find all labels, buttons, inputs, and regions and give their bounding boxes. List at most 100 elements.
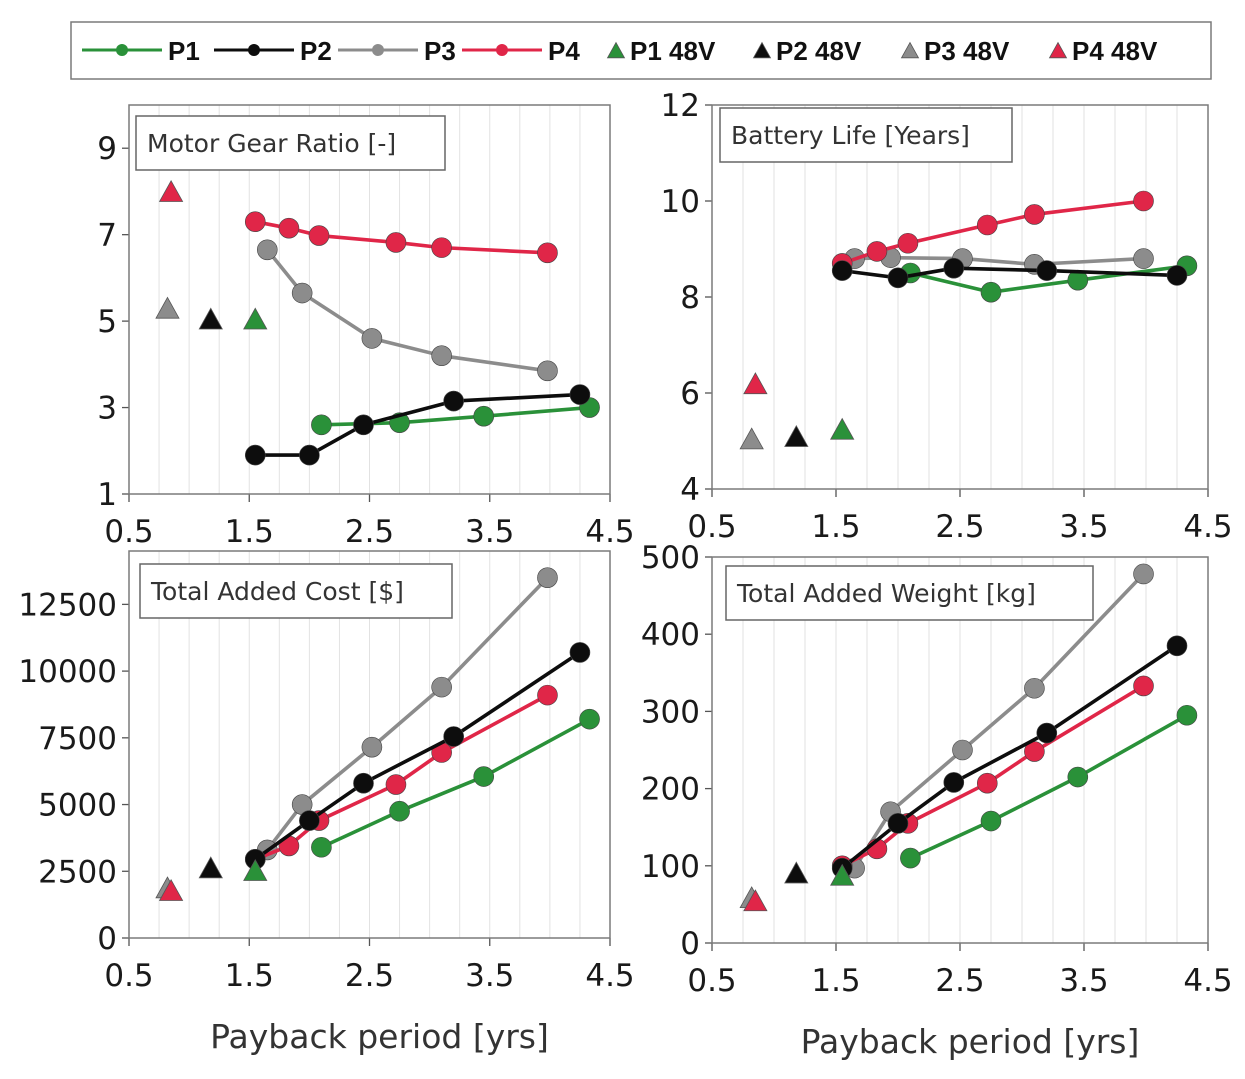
data-point-p2-48v	[198, 307, 223, 330]
data-point-p4	[1133, 675, 1154, 697]
series-p1	[311, 708, 600, 858]
data-point-p1	[579, 708, 600, 730]
data-point-p2	[443, 390, 464, 412]
data-point-p1	[1067, 766, 1089, 788]
legend-label-p4: P4	[548, 36, 580, 66]
data-point-p4	[1133, 190, 1154, 212]
data-point-p3	[431, 345, 452, 366]
plot-frame	[128, 550, 611, 939]
panel-total-added-weight-kg: 0 100 200 300 400 500 0.5 1.5 2.5 3.5 4.5 Total Add…	[641, 540, 1233, 1061]
data-point-p4	[308, 225, 330, 246]
panel-battery-life-years: 4 6 8 10 12 0.5 1.5 2.5 3.5 4.5 Battery Life [Year…	[661, 88, 1233, 545]
data-point-p1	[1176, 704, 1198, 726]
y-tick-label: 3	[97, 391, 117, 427]
series-p4	[831, 190, 1154, 274]
x-tick-label: 3.5	[1059, 509, 1108, 545]
data-point-p2	[1166, 635, 1188, 657]
x-tick-label: 4.5	[585, 958, 634, 994]
x-tick-label: 1.5	[225, 514, 274, 550]
data-point-p2	[831, 260, 853, 281]
y-tick-label: 0	[680, 926, 700, 962]
data-point-p3	[1133, 248, 1154, 269]
data-point-p3	[1024, 677, 1045, 699]
data-point-p2	[569, 384, 591, 405]
plot-frame	[711, 556, 1209, 944]
data-point-p4	[431, 237, 452, 258]
y-tick-label: 5	[97, 304, 117, 340]
y-tick-label: 9	[97, 131, 117, 167]
legend-marker-p2-48v	[752, 41, 772, 59]
data-point-p2	[299, 444, 320, 466]
x-axis-label: Payback period [yrs]	[210, 1017, 549, 1056]
data-point-p2	[887, 813, 909, 834]
x-tick-label: 2.5	[345, 958, 394, 994]
data-point-p1-48v	[243, 307, 268, 330]
x-tick-label: 1.5	[811, 963, 860, 999]
data-point-p1	[311, 836, 332, 858]
data-point-p1	[473, 405, 495, 427]
data-point-p2	[1036, 722, 1058, 744]
x-tick-label: 0.5	[104, 958, 153, 994]
y-tick-label: 200	[641, 772, 700, 808]
series-p3	[256, 239, 558, 382]
panel-title: Total Added Cost [$]	[150, 577, 404, 606]
data-point-p3	[361, 328, 383, 349]
data-point-p3-48v	[739, 427, 764, 450]
legend-label-p1-48v: P1 48V	[630, 36, 716, 66]
panel-title: Total Added Weight [kg]	[736, 579, 1036, 608]
data-point-p1	[473, 766, 495, 787]
data-point-p4	[866, 241, 888, 262]
y-tick-label: 1	[97, 477, 117, 513]
legend-marker-p2	[248, 44, 260, 56]
data-point-p2	[353, 772, 374, 794]
panel-title-box	[725, 565, 1094, 621]
data-point-p2	[299, 810, 320, 831]
data-point-p1-48v	[830, 863, 855, 886]
series-p2	[244, 642, 591, 870]
x-tick-label: 2.5	[345, 514, 394, 550]
data-point-p3-48v	[155, 296, 180, 319]
series-p3	[844, 563, 1154, 879]
legend-marker-p4-48v	[1048, 41, 1068, 59]
legend-marker-p1	[116, 44, 128, 56]
data-point-p4	[976, 772, 998, 794]
legend-label-p1: P1	[168, 36, 200, 66]
y-tick-label: 7500	[38, 721, 117, 757]
panel-title: Battery Life [Years]	[731, 121, 970, 150]
data-point-p2	[353, 414, 374, 436]
data-point-p3	[537, 360, 558, 382]
y-tick-label: 100	[641, 849, 700, 885]
data-point-p3	[537, 567, 558, 588]
data-point-p3	[952, 739, 973, 761]
panel-title-box	[135, 115, 446, 171]
data-point-p1	[900, 847, 921, 869]
data-point-p3	[361, 736, 383, 758]
x-tick-label: 4.5	[1183, 963, 1232, 999]
data-point-p1	[980, 281, 1002, 303]
legend-label-p2: P2	[300, 36, 332, 66]
legend-label-p3-48v: P3 48V	[924, 36, 1010, 66]
plot-frame	[711, 104, 1209, 490]
x-tick-label: 3.5	[465, 514, 514, 550]
y-tick-label: 2500	[38, 854, 117, 890]
data-point-p4	[385, 232, 407, 253]
data-point-p4	[1024, 204, 1045, 225]
data-point-p4-48v	[158, 179, 184, 202]
x-tick-label: 2.5	[935, 963, 984, 999]
y-tick-label: 300	[641, 694, 700, 730]
legend-label-p3: P3	[424, 36, 456, 66]
y-tick-label: 6	[680, 376, 700, 412]
series-p2	[831, 257, 1188, 289]
data-point-p4	[244, 211, 266, 232]
data-point-p1	[980, 810, 1002, 832]
series-line-p1	[909, 713, 1188, 860]
legend-marker-p4	[496, 44, 508, 56]
data-point-p2	[1036, 260, 1058, 281]
data-point-p4-48v	[743, 889, 768, 912]
y-tick-label: 8	[680, 280, 700, 316]
data-point-p2	[1166, 265, 1188, 286]
data-point-p4	[976, 214, 998, 236]
data-point-p4	[537, 684, 558, 706]
y-tick-label: 7	[97, 218, 117, 254]
